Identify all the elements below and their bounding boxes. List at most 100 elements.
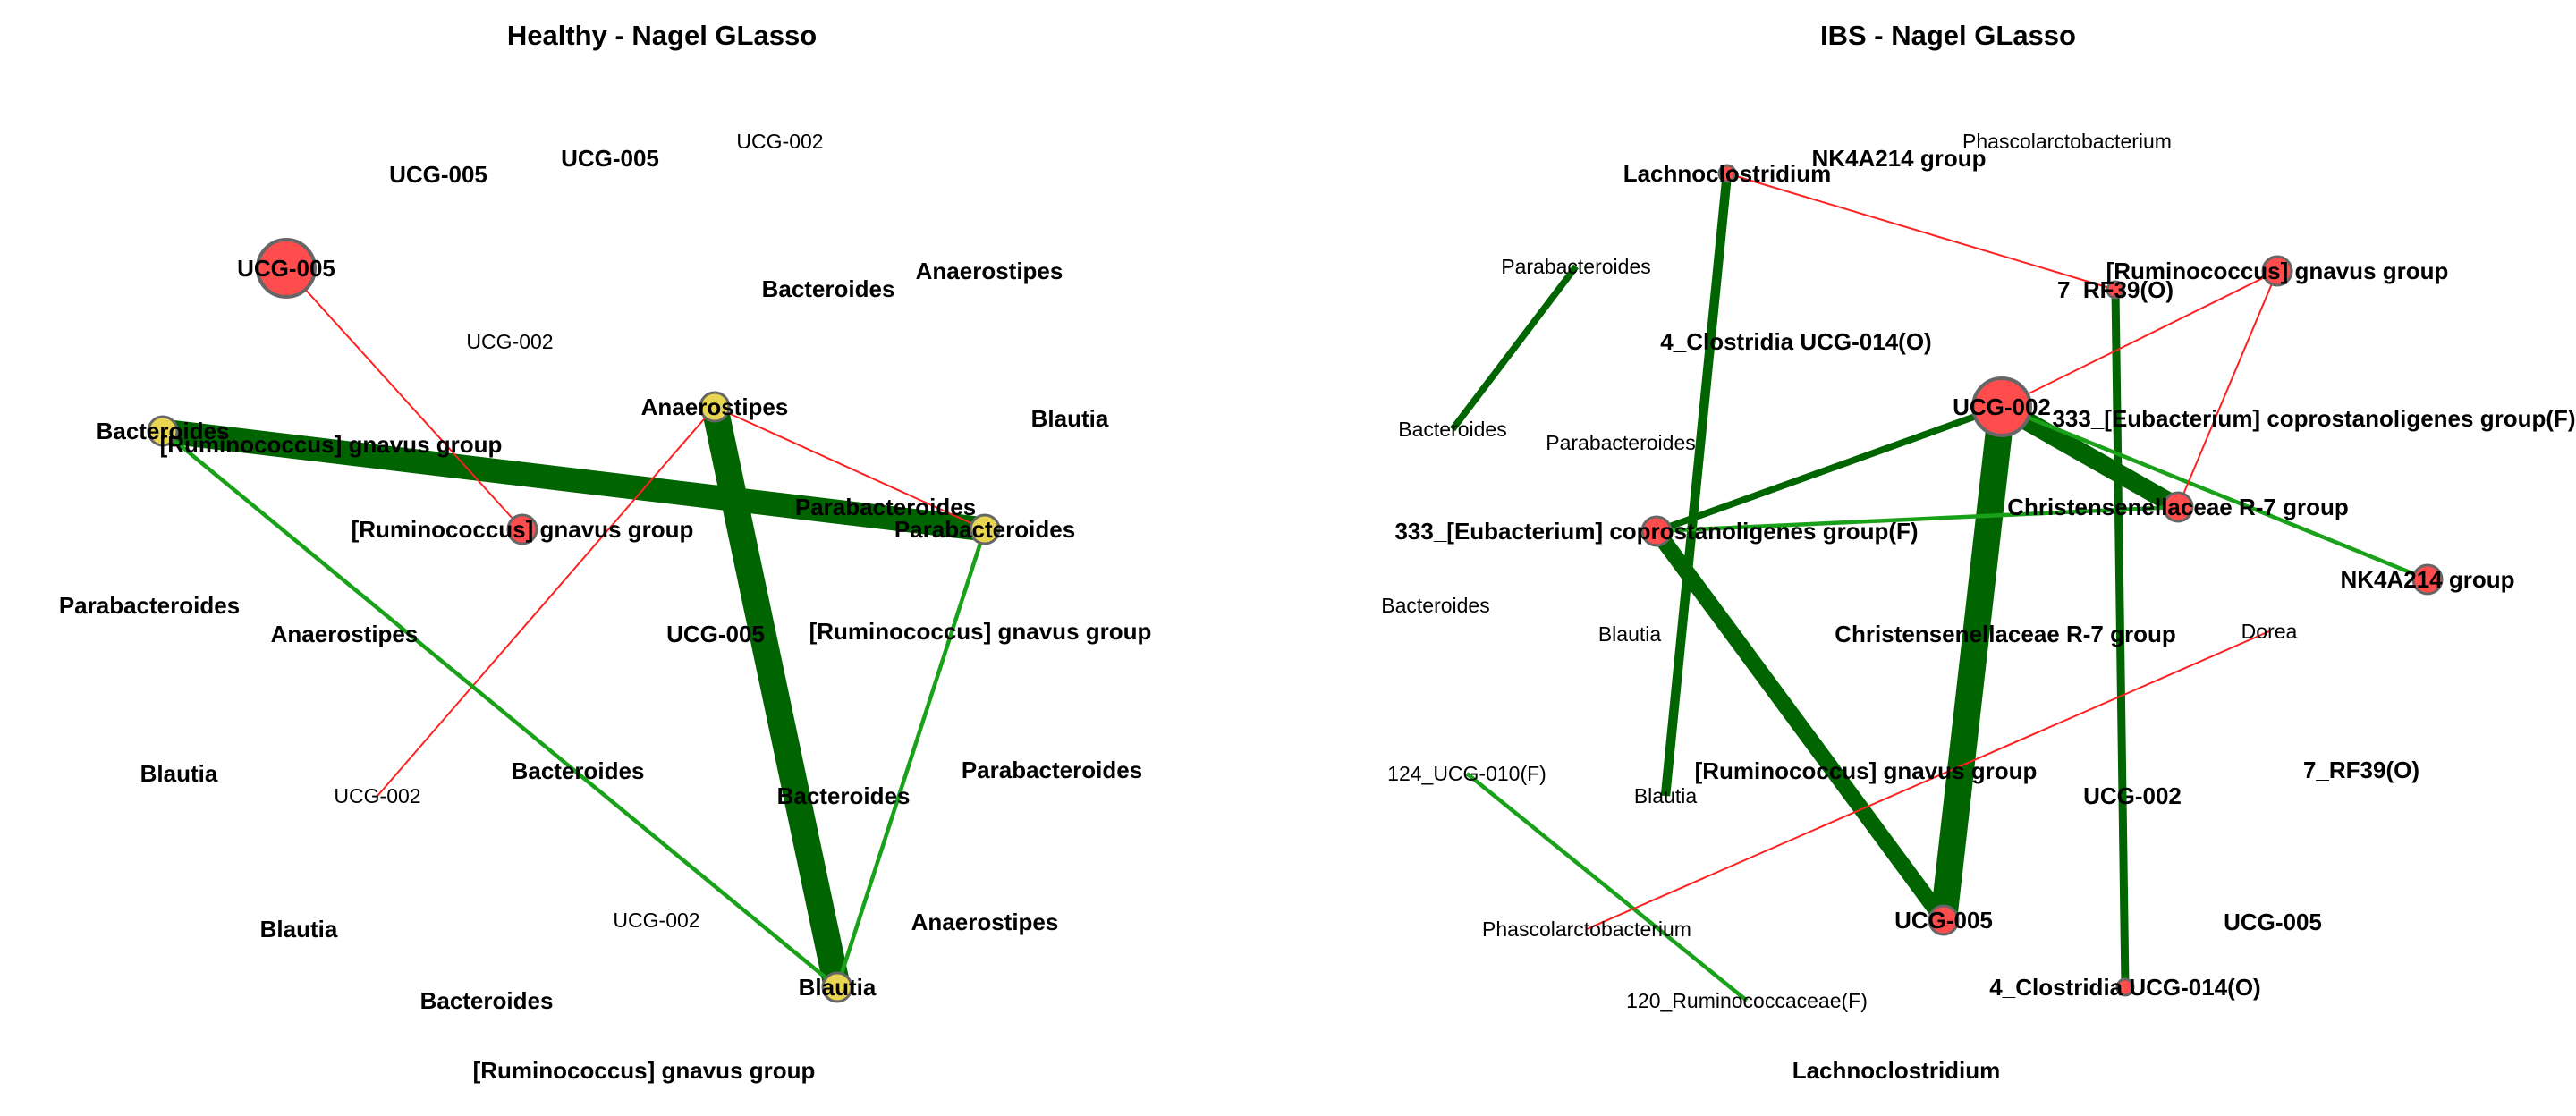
taxon-label: UCG-002 bbox=[466, 330, 553, 353]
network-node-7 bbox=[1928, 904, 1960, 936]
taxon-label: Bacteroides bbox=[1381, 594, 1489, 617]
taxon-label: UCG-002 bbox=[613, 909, 699, 932]
network-node-1 bbox=[2261, 255, 2293, 287]
taxon-label: 4_Clostridia UCG-014(O) bbox=[1989, 974, 2260, 1001]
taxon-label: UCG-005 bbox=[666, 621, 765, 647]
taxon-label: Parabacteroides bbox=[894, 516, 1075, 543]
negative-edge-13 bbox=[1586, 630, 2270, 930]
network-node-2 bbox=[2106, 280, 2125, 300]
taxon-label: UCG-005 bbox=[237, 255, 335, 282]
taxon-label: Dorea bbox=[2241, 620, 2298, 643]
healthy-network-panel: Healthy - Nagel GLasso UCG-005UCG-005UCG… bbox=[59, 20, 1152, 1084]
taxon-label: Bacteroides bbox=[762, 275, 895, 302]
negative-edge-10 bbox=[1726, 173, 2116, 291]
ibs-edges bbox=[1450, 173, 2428, 1002]
network-node-0 bbox=[1717, 164, 1737, 183]
taxon-label: Blautia bbox=[799, 974, 877, 1001]
network-node-0 bbox=[256, 238, 317, 299]
taxon-label: [Ruminococcus] gnavus group bbox=[473, 1057, 816, 1084]
negative-edge-11 bbox=[2001, 270, 2278, 408]
network-node-6 bbox=[2411, 563, 2444, 596]
taxon-label: Phascolarctobacterium bbox=[1962, 130, 2172, 153]
taxon-label: Blautia bbox=[1031, 405, 1109, 432]
taxon-label: Lachnoclostridium bbox=[1792, 1057, 2001, 1084]
positive-edge-1 bbox=[1996, 398, 2183, 516]
network-node-8 bbox=[2115, 977, 2135, 997]
taxon-label: [Ruminococcus] gnavus group bbox=[1695, 757, 2038, 784]
network-node-4 bbox=[2162, 491, 2194, 523]
taxon-label: [Ruminococcus] gnavus group bbox=[2106, 258, 2449, 284]
negative-edge-2 bbox=[285, 267, 523, 530]
taxon-label: Anaerostipes bbox=[641, 393, 789, 420]
taxon-label: Parabacteroides bbox=[962, 757, 1142, 783]
taxon-label: Bacteroides bbox=[420, 987, 554, 1014]
taxon-label: UCG-002 bbox=[334, 784, 420, 807]
taxon-label: NK4A214 group bbox=[2340, 566, 2514, 593]
taxon-label: Parabacteroides bbox=[1501, 255, 1651, 278]
positive-edge-4 bbox=[2111, 289, 2130, 988]
taxon-label: Bacteroides bbox=[512, 757, 645, 784]
network-node-5 bbox=[1640, 515, 1673, 547]
ibs-panel-title: IBS - Nagel GLasso bbox=[1820, 20, 2076, 51]
taxon-label: 333_[Eubacterium] coprostanoligenes grou… bbox=[2052, 405, 2575, 432]
network-node-2 bbox=[699, 391, 731, 423]
taxon-label: Anaerostipes bbox=[271, 621, 419, 647]
taxon-label: UCG-002 bbox=[736, 130, 823, 153]
negative-edge-12 bbox=[2177, 270, 2278, 508]
positive-edge-9 bbox=[1465, 772, 1749, 1002]
healthy-nodes bbox=[147, 238, 1001, 1003]
positive-edge-0 bbox=[1930, 405, 2015, 922]
positive-edge-3 bbox=[1660, 173, 1733, 797]
network-node-5 bbox=[821, 971, 853, 1003]
taxon-label: Anaerostipes bbox=[911, 909, 1059, 935]
positive-edge-5 bbox=[161, 429, 839, 989]
taxon-label: 4_Clostridia UCG-014(O) bbox=[1660, 328, 1931, 355]
taxon-label: NK4A214 group bbox=[1811, 145, 1986, 172]
taxon-label: Bacteroides bbox=[97, 418, 230, 444]
positive-edge-0 bbox=[161, 418, 987, 542]
taxon-label: Parabacteroides bbox=[795, 494, 976, 520]
positive-edge-6 bbox=[1655, 403, 2004, 535]
taxon-label: UCG-005 bbox=[2224, 909, 2322, 935]
network-node-4 bbox=[969, 513, 1001, 545]
positive-edge-6 bbox=[835, 528, 987, 988]
taxon-label: 7_RF39(O) bbox=[2057, 276, 2174, 303]
taxon-label: UCG-002 bbox=[2083, 782, 2182, 809]
positive-edge-2 bbox=[1649, 526, 1951, 926]
healthy-labels: UCG-005 UCG-005 UCG-002 UCG-005 Bacteroides A… bbox=[59, 130, 1152, 1084]
ibs-nodes bbox=[1640, 164, 2444, 997]
taxon-label: UCG-005 bbox=[1894, 907, 1993, 934]
taxon-label: 120_Ruminococcaceae(F) bbox=[1626, 989, 1868, 1012]
taxon-label: Lachnoclostridium bbox=[1623, 160, 1832, 187]
positive-edge-1 bbox=[701, 403, 851, 991]
taxon-label: Blautia bbox=[140, 760, 218, 787]
taxon-label: Parabacteroides bbox=[59, 592, 240, 619]
network-node-1 bbox=[147, 415, 179, 447]
taxon-label: Christensenellaceae R-7 group bbox=[1835, 621, 2175, 647]
taxon-label: [Ruminococcus] gnavus group bbox=[160, 431, 503, 458]
taxon-label: Parabacteroides bbox=[1546, 431, 1696, 454]
taxon-label: Phascolarctobacterium bbox=[1482, 917, 1691, 941]
taxon-label: Bacteroides bbox=[1398, 418, 1506, 441]
taxon-label: 7_RF39(O) bbox=[2303, 757, 2419, 783]
taxon-label: [Ruminococcus] gnavus group bbox=[809, 618, 1152, 645]
network-node-3 bbox=[1971, 376, 2032, 437]
positive-edge-5 bbox=[1450, 264, 1579, 432]
ibs-network-panel: IBS - Nagel GLasso LachnoclostridiumNK4A… bbox=[1381, 20, 2575, 1084]
taxon-label: Christensenellaceae R-7 group bbox=[2007, 494, 2348, 520]
taxon-label: 124_UCG-010(F) bbox=[1387, 762, 1546, 785]
taxon-label: Blautia bbox=[1598, 622, 1662, 646]
positive-edge-7 bbox=[1656, 504, 2179, 534]
taxon-label: Blautia bbox=[260, 916, 338, 943]
taxon-label: [Ruminococcus] gnavus group bbox=[352, 516, 694, 543]
taxon-label: UCG-002 bbox=[1953, 393, 2051, 420]
positive-edge-8 bbox=[2001, 404, 2428, 582]
healthy-edges bbox=[161, 267, 987, 991]
taxon-label: Bacteroides bbox=[777, 782, 911, 809]
taxon-label: 333_[Eubacterium] coprostanoligenes grou… bbox=[1394, 518, 1918, 545]
network-node-3 bbox=[506, 513, 538, 545]
negative-edge-3 bbox=[714, 406, 986, 530]
negative-edge-4 bbox=[377, 406, 716, 797]
